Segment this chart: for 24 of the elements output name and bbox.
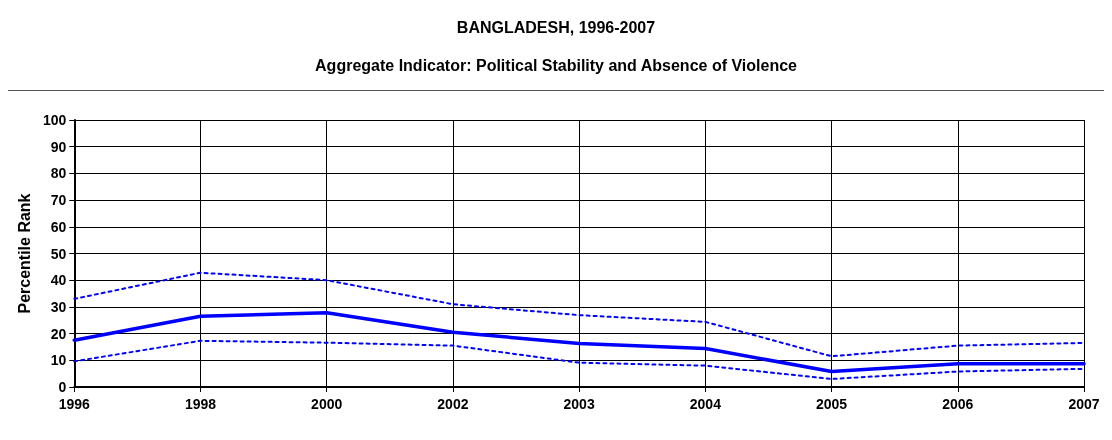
y-tick-label: 70 [50,192,67,209]
x-tick-label: 2005 [815,396,848,412]
y-tick-label: 0 [58,379,67,395]
x-tick-label: 2002 [437,396,469,412]
y-tick-label: 40 [50,272,67,289]
y-tick-label: 60 [50,218,67,235]
x-tick-label: 2003 [563,396,595,412]
x-tick-label: 2006 [942,396,974,412]
y-tick-label: 30 [50,298,67,315]
y-tick-label: 90 [50,138,67,155]
x-tick-label: 2007 [1068,396,1100,412]
chart-subtitle: Aggregate Indicator: Political Stability and Absence of Violence [315,56,798,74]
line-series [72,311,1086,374]
y-tick-label: 100 [42,112,67,128]
y-tick-label: 10 [50,352,67,369]
x-tick-label: 2000 [311,396,343,412]
y-axis-title: Percentile Rank [15,193,33,314]
y-tick-label: 80 [50,165,67,182]
x-tick-label: 1996 [58,396,91,412]
y-tick-label: 50 [50,245,67,262]
y-tick-label: 20 [50,325,67,342]
x-tick-label: 1998 [184,396,217,412]
chart-title: BANGLADESH, 1996-2007 [456,18,656,36]
x-tick-label: 2004 [689,396,722,412]
